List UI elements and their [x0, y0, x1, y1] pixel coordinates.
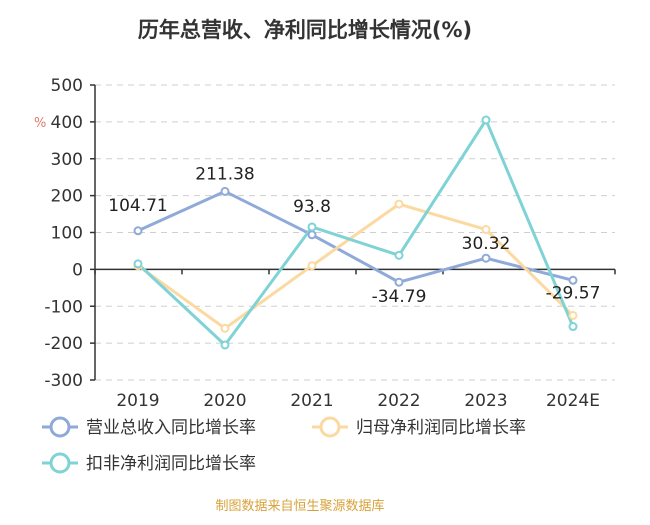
data-point: [394, 250, 404, 260]
series-line-1: [137, 189, 574, 284]
source-note: 制图数据来自恒生聚源数据库: [215, 498, 384, 514]
legend-swatch-marker: [49, 416, 71, 438]
chart-title: 历年总营收、净利同比增长情况(%): [138, 18, 472, 42]
y-tick-label: 300: [51, 150, 83, 170]
data-point: [307, 261, 317, 271]
data-point: [481, 225, 491, 235]
x-tick-label: 2019: [116, 391, 159, 411]
x-tick-label: 2024E: [546, 391, 600, 411]
unit-label: %: [34, 116, 46, 131]
data-point: [133, 259, 143, 269]
legend-swatch-marker: [319, 416, 341, 438]
y-tick-label: 500: [51, 76, 83, 96]
y-tick-label: -100: [44, 297, 83, 317]
data-label: 211.38: [195, 164, 254, 184]
y-tick-label: 0: [72, 260, 83, 280]
data-point: [133, 226, 143, 236]
y-tick-label: -300: [44, 371, 83, 391]
legend-swatch-marker: [49, 452, 71, 474]
data-label: -29.57: [546, 283, 601, 303]
y-tick-labels: 500 400 300 200 100 0 -100 -200 -300: [44, 76, 83, 391]
x-tick-label: 2023: [464, 391, 507, 411]
legend-label: 归母净利润同比增长率: [356, 418, 526, 438]
data-point: [307, 230, 317, 240]
legend-label: 扣非净利润同比增长率: [86, 454, 256, 474]
data-point: [394, 277, 404, 287]
data-label: 30.32: [462, 234, 511, 254]
data-point: [220, 323, 230, 333]
series-line-3: [136, 118, 575, 347]
data-point: [307, 222, 317, 232]
series-lines: [136, 118, 575, 347]
y-tick-label: 100: [51, 224, 83, 244]
data-label: 104.71: [108, 196, 167, 216]
series-line-2: [137, 202, 575, 330]
data-point: [481, 253, 491, 263]
y-tick-label: 400: [51, 113, 83, 133]
data-label: 93.8: [293, 197, 331, 217]
data-point: [220, 186, 230, 196]
x-tick-label: 2021: [290, 391, 333, 411]
data-label: -34.79: [372, 287, 427, 307]
x-tick-label: 2022: [377, 391, 420, 411]
legend-label: 营业总收入同比增长率: [86, 418, 256, 438]
series-points: [133, 115, 578, 350]
data-point: [481, 115, 491, 125]
data-point: [394, 199, 404, 209]
x-tick-labels: 2019 2020 2021 2022 2023 2024E: [116, 391, 600, 411]
data-labels: 104.71 211.38 93.8 -34.79 30.32 -29.57: [108, 164, 600, 307]
y-tick-label: -200: [44, 334, 83, 354]
data-point: [568, 275, 578, 285]
data-point: [568, 310, 578, 320]
y-tick-label: 200: [51, 187, 83, 207]
x-tick-label: 2020: [203, 391, 246, 411]
data-point: [568, 322, 578, 332]
data-point: [220, 340, 230, 350]
grid: [95, 84, 615, 381]
